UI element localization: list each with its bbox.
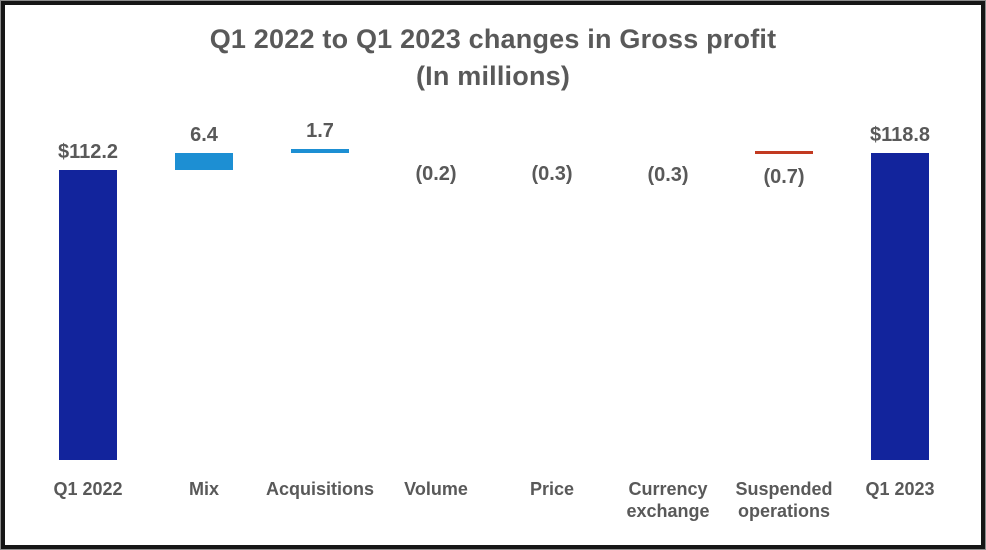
value-label-q1-2023: $118.8	[869, 123, 931, 146]
chart-title: Q1 2022 to Q1 2023 changes in Gross prof…	[5, 21, 981, 95]
category-label-volume: Volume	[404, 479, 468, 499]
bar-q1-2022	[59, 170, 117, 460]
category-label-price: Price	[529, 479, 575, 499]
plot-area: $112.2 Q1 2022 6.4 Mix 1.7 Acquisitions (0.2) V…	[5, 5, 981, 545]
chart-title-line2: (In millions)	[415, 61, 571, 91]
chart-title-line1: Q1 2022 to Q1 2023 changes in Gross prof…	[209, 24, 777, 54]
bar-suspended-operations	[755, 151, 813, 154]
category-label-q1-2022: Q1 2022	[53, 479, 123, 499]
value-label-q1-2022: $112.2	[57, 141, 119, 163]
category-label-mix: Mix	[188, 479, 219, 499]
category-label-q1-2023: Q1 2023	[865, 479, 935, 499]
category-label-suspended-operations: Suspended operations	[735, 479, 833, 521]
category-label-acquisitions: Acquisitions	[265, 479, 374, 499]
value-label-currency-exchange: (0.3)	[647, 164, 689, 187]
bar-acquisitions	[291, 149, 349, 154]
value-label-price: (0.3)	[531, 163, 573, 186]
bar-q1-2023	[871, 152, 929, 460]
category-label-currency-exchange: Currency exchange	[626, 479, 710, 521]
value-label-mix: 6.4	[190, 124, 218, 147]
value-label-volume: (0.2)	[415, 162, 457, 185]
value-label-acquisitions: 1.7	[306, 120, 334, 143]
value-label-suspended-operations: (0.7)	[763, 165, 805, 188]
waterfall-chart: Q1 2022 to Q1 2023 changes in Gross prof…	[5, 5, 981, 545]
bar-mix	[175, 153, 233, 170]
